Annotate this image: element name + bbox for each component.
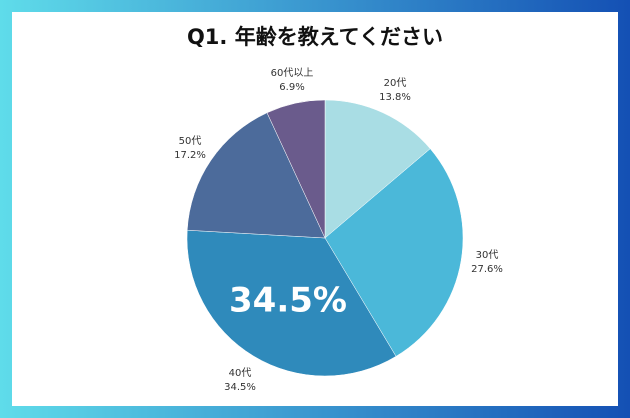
category-label: 60代以上 (271, 67, 314, 79)
category-label: 30代 (476, 249, 499, 261)
category-label: 20代 (384, 77, 407, 89)
category-label: 40代 (229, 367, 252, 379)
value-label: 13.8% (379, 92, 411, 103)
slice (266, 99, 326, 239)
chart-title: Q1. 年齢を教えてください (187, 25, 443, 49)
value-label: 34.5% (224, 382, 256, 393)
slice (324, 99, 431, 239)
slice (324, 148, 464, 357)
slice (186, 229, 397, 377)
value-label: 6.9% (279, 82, 304, 93)
value-label: 17.2% (174, 150, 206, 161)
highlight-label: 34.5% (229, 281, 347, 321)
category-label: 50代 (179, 135, 202, 147)
slice (186, 112, 326, 239)
value-label: 27.6% (471, 264, 503, 275)
